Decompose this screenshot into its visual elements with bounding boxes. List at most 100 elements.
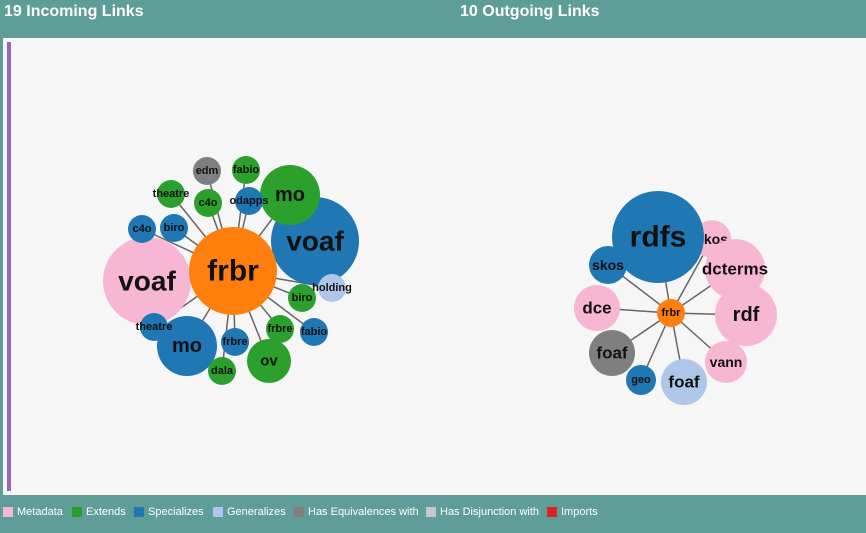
incoming-node-circle[interactable] (221, 328, 249, 356)
incoming-node-circle[interactable] (140, 313, 168, 341)
outgoing-node[interactable]: vann (705, 341, 747, 383)
incoming-node-label: voaf (286, 226, 344, 257)
incoming-node[interactable]: fabio (300, 318, 328, 346)
outgoing-node-label: geo (631, 374, 651, 386)
incoming-node-circle[interactable] (300, 318, 328, 346)
outgoing-node[interactable]: dce (574, 285, 620, 331)
incoming-node[interactable]: mo (157, 316, 217, 376)
incoming-node[interactable]: frbre (221, 328, 249, 356)
outgoing-node[interactable]: skos (589, 246, 627, 284)
incoming-node-label: odapps (229, 195, 268, 207)
legend-label: Extends (86, 506, 126, 518)
incoming-node[interactable]: odapps (229, 187, 269, 215)
incoming-node-circle[interactable] (266, 315, 294, 343)
incoming-node-circle[interactable] (157, 316, 217, 376)
outgoing-node-label: rdfs (630, 221, 687, 254)
incoming-node[interactable]: holding (312, 274, 352, 302)
legend-label: Has Equivalences with (308, 506, 419, 518)
incoming-node-label: ov (260, 353, 278, 370)
outgoing-node-label: dcterms (702, 260, 768, 279)
incoming-node[interactable]: ov (247, 339, 291, 383)
outgoing-node-circle[interactable] (612, 191, 704, 283)
incoming-node[interactable]: theatre (136, 313, 173, 341)
outgoing-node[interactable]: foaf (589, 330, 635, 376)
incoming-node-label: biro (164, 222, 185, 234)
incoming-node-circle[interactable] (318, 274, 346, 302)
incoming-node-label: c4o (133, 223, 152, 235)
legend-item: Metadata (3, 505, 63, 519)
incoming-node-label: mo (172, 335, 202, 357)
incoming-node-label: frbre (267, 323, 292, 335)
incoming-node-circle[interactable] (128, 215, 156, 243)
header-bar: 19 Incoming Links 10 Outgoing Links (0, 0, 866, 38)
incoming-node-circle[interactable] (193, 157, 221, 185)
incoming-node-label: holding (312, 282, 352, 294)
incoming-node-circle[interactable] (260, 165, 320, 225)
outgoing-node-circle[interactable] (589, 330, 635, 376)
outgoing-node[interactable]: rdfs (612, 191, 704, 283)
incoming-node-circle[interactable] (103, 237, 191, 325)
incoming-node[interactable]: edm (193, 157, 221, 185)
incoming-node-circle[interactable] (247, 339, 291, 383)
outgoing-node-label: frbr (662, 307, 682, 319)
outgoing-node-label: rdf (733, 304, 760, 326)
incoming-node[interactable]: c4o (128, 215, 156, 243)
outgoing-node-circle[interactable] (705, 239, 765, 299)
incoming-node-label: mo (275, 184, 305, 206)
incoming-node-circle[interactable] (189, 227, 277, 315)
incoming-node[interactable]: fabio (232, 156, 260, 184)
outgoing-center-node[interactable]: frbr (657, 299, 685, 327)
outgoing-node[interactable]: rdf (715, 284, 777, 346)
outgoing-node-circle[interactable] (715, 284, 777, 346)
incoming-node-circle[interactable] (288, 284, 316, 312)
legend-swatch (213, 507, 223, 517)
outgoing-node-circle[interactable] (626, 365, 656, 395)
outgoing-node[interactable]: foaf (661, 359, 707, 405)
legend-item: Specializes (134, 505, 204, 519)
outgoing-node[interactable]: dcterms (702, 239, 768, 299)
outgoing-node-circle[interactable] (705, 341, 747, 383)
outgoing-links-title: 10 Outgoing Links (460, 3, 600, 20)
incoming-node-label: theatre (136, 321, 173, 333)
incoming-node-circle[interactable] (235, 187, 263, 215)
outgoing-node[interactable]: geo (626, 365, 656, 395)
incoming-node-circle[interactable] (157, 180, 185, 208)
incoming-node-label: frbre (222, 336, 247, 348)
outgoing-node-label: foaf (668, 373, 700, 392)
legend-swatch (3, 507, 13, 517)
outgoing-node-label: vann (710, 354, 743, 370)
incoming-node[interactable]: dala (208, 357, 236, 385)
incoming-node-label: fabio (233, 164, 260, 176)
legend-label: Generalizes (227, 506, 286, 518)
incoming-node-circle[interactable] (232, 156, 260, 184)
incoming-node[interactable]: mo (260, 165, 320, 225)
incoming-node[interactable]: theatre (153, 180, 190, 208)
outgoing-node-circle[interactable] (657, 299, 685, 327)
incoming-node[interactable]: frbre (266, 315, 294, 343)
outgoing-node-label: foaf (596, 344, 628, 363)
incoming-node-label: fabio (301, 326, 328, 338)
incoming-node[interactable]: c4o (194, 189, 222, 217)
incoming-center-node[interactable]: frbr (189, 227, 277, 315)
incoming-node-label: voaf (118, 266, 176, 297)
outgoing-node-circle[interactable] (661, 359, 707, 405)
incoming-node-circle[interactable] (160, 214, 188, 242)
incoming-node-label: frbr (207, 255, 259, 288)
outgoing-node-circle[interactable] (589, 246, 627, 284)
incoming-node-label: biro (292, 292, 313, 304)
incoming-node-circle[interactable] (208, 357, 236, 385)
incoming-node[interactable]: biro (160, 214, 188, 242)
outgoing-node-circle[interactable] (574, 285, 620, 331)
incoming-node-label: c4o (199, 197, 218, 209)
incoming-node[interactable]: biro (288, 284, 316, 312)
legend-item: Generalizes (213, 505, 286, 519)
incoming-node-label: theatre (153, 188, 190, 200)
incoming-node[interactable]: voaf (103, 237, 191, 325)
legend-swatch (547, 507, 557, 517)
legend-item: Extends (72, 505, 126, 519)
legend-item: Has Equivalences with (294, 505, 419, 519)
incoming-node-circle[interactable] (194, 189, 222, 217)
legend-item: Has Disjunction with (426, 505, 539, 519)
legend-label: Metadata (17, 506, 63, 518)
